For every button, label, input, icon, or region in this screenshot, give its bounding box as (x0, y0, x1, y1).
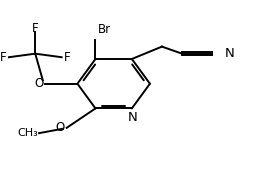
Text: F: F (64, 51, 70, 64)
Text: O: O (34, 77, 43, 90)
Text: CH₃: CH₃ (17, 128, 38, 138)
Text: O: O (55, 121, 64, 134)
Text: N: N (128, 111, 138, 124)
Text: Br: Br (98, 23, 111, 36)
Text: F: F (32, 22, 39, 35)
Text: F: F (0, 51, 7, 64)
Text: N: N (224, 47, 234, 60)
